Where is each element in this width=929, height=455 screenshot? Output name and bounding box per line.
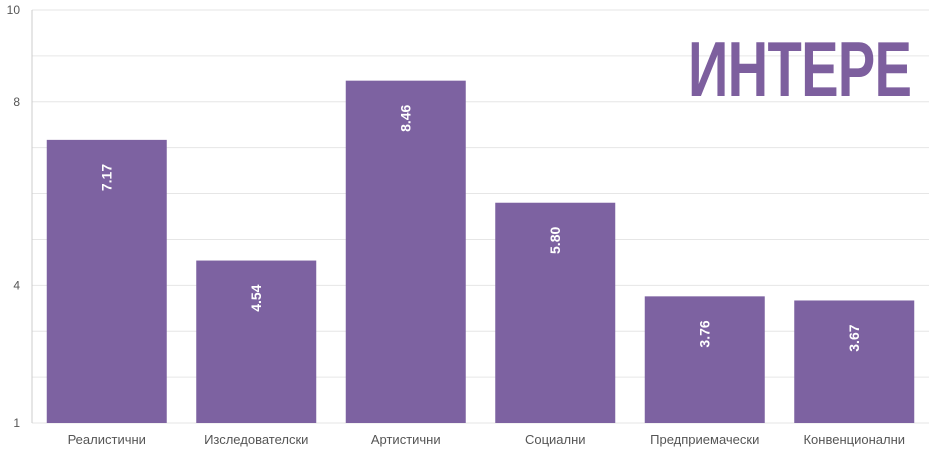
- bars: [46, 80, 915, 424]
- x-tick-label: Предприемачески: [650, 432, 759, 447]
- x-tick-label: Конвенционални: [803, 432, 905, 447]
- x-tick-label: Изследователски: [204, 432, 308, 447]
- y-tick-label: 8: [13, 95, 20, 109]
- bar: [46, 139, 167, 424]
- y-tick-label: 4: [13, 278, 20, 292]
- grid-lines: [32, 9, 929, 424]
- bar-value-label: 3.67: [846, 324, 862, 351]
- axes: 1 4 8 10 Реалистични Изследователски Артистичн…: [7, 3, 905, 447]
- bar: [196, 260, 317, 423]
- bar-value-label: 7.17: [99, 164, 115, 191]
- bar: [794, 300, 915, 423]
- bar-value-label: 5.80: [547, 227, 563, 254]
- x-tick-label: Реалистични: [68, 432, 146, 447]
- bar: [495, 202, 616, 423]
- bar: [345, 80, 466, 424]
- bar: [644, 296, 765, 423]
- x-tick-label: Социални: [525, 432, 586, 447]
- y-tick-label: 10: [7, 3, 21, 17]
- x-tick-label: Артистични: [371, 432, 441, 447]
- bar-value-label: 4.54: [248, 284, 264, 311]
- value-labels: 7.17 4.54 8.46 5.80 3.76 3.67: [99, 104, 863, 351]
- y-tick-label: 1: [13, 416, 20, 430]
- bar-value-label: 3.76: [697, 320, 713, 347]
- bar-value-label: 8.46: [398, 104, 414, 131]
